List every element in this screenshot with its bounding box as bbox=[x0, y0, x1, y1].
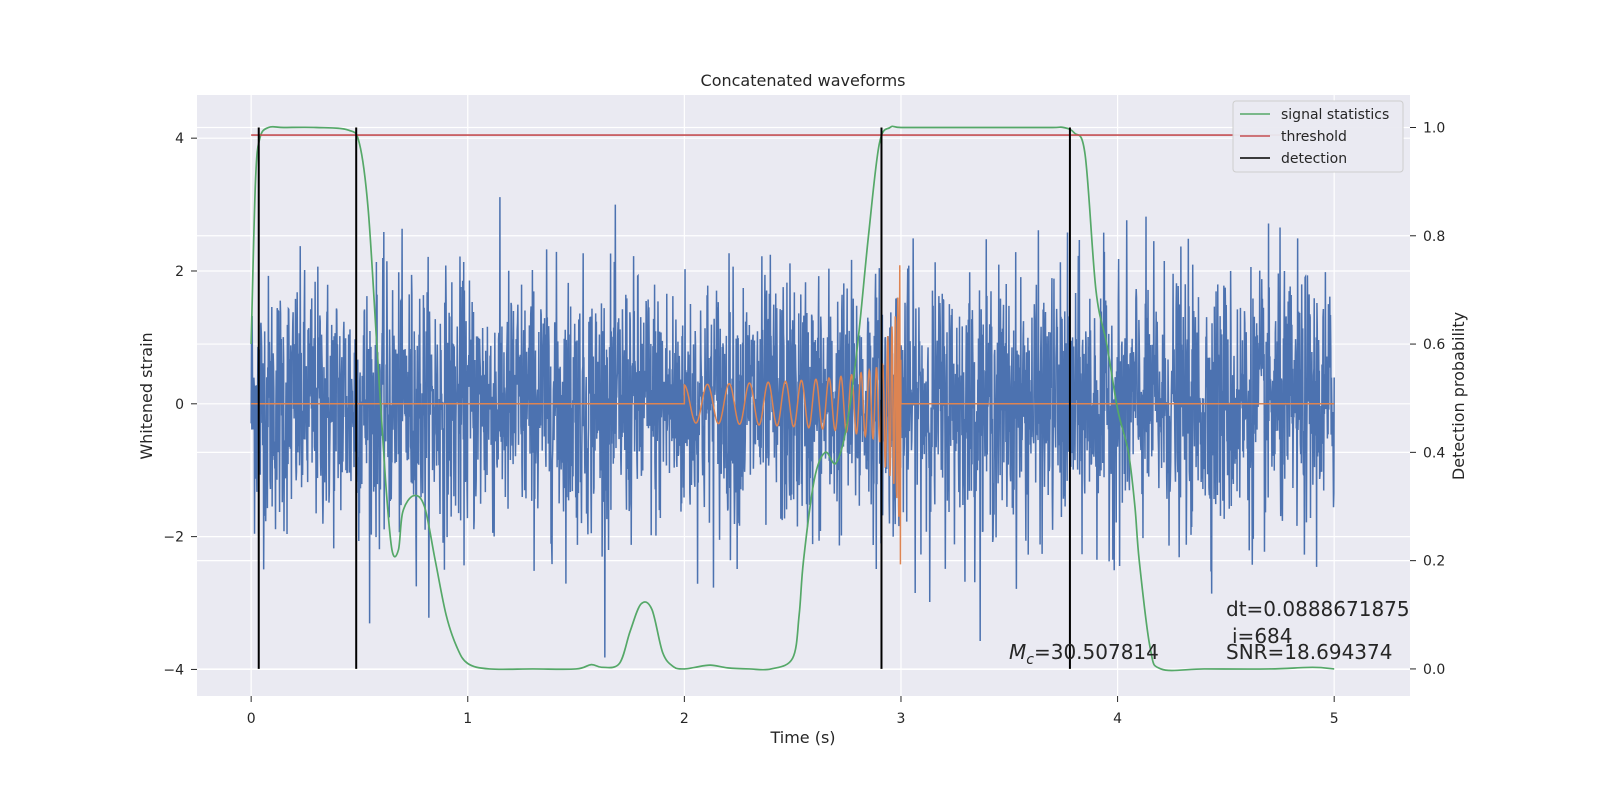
y-tick-label-right: 0.4 bbox=[1423, 445, 1445, 461]
x-tick-label: 0 bbox=[247, 711, 256, 727]
annotation-snr: SNR=18.694374 bbox=[1226, 640, 1392, 664]
x-tick-label: 4 bbox=[1113, 711, 1122, 727]
y-tick-label-right: 0.2 bbox=[1423, 554, 1445, 570]
x-tick-label: 2 bbox=[680, 711, 689, 727]
y-axis-label-right: Detection probability bbox=[1449, 312, 1468, 480]
chirp-mass-symbol: M bbox=[1009, 640, 1026, 664]
y-tick-label-left: 2 bbox=[175, 264, 184, 280]
legend: signal statistics threshold detection bbox=[1232, 100, 1404, 173]
y-tick-label-right: 0.8 bbox=[1423, 229, 1445, 245]
y-tick-label-left: −4 bbox=[163, 662, 184, 678]
x-tick-label: 3 bbox=[897, 711, 906, 727]
y-tick-label-left: 0 bbox=[175, 397, 184, 413]
x-tick-label: 5 bbox=[1330, 711, 1339, 727]
template-series bbox=[251, 265, 1335, 565]
x-axis-label: Time (s) bbox=[769, 728, 835, 747]
legend-label-threshold: threshold bbox=[1281, 129, 1347, 145]
chirp-mass-subscript: c bbox=[1026, 652, 1034, 668]
axes: 0 1 2 3 4 5 −4 −2 0 2 4 0.0 0.2 0.4 0.6 0.8 1.0 bbox=[163, 120, 1445, 727]
data-layer bbox=[250, 125, 1335, 672]
legend-label-detection: detection bbox=[1281, 151, 1347, 167]
legend-label-signal-statistics: signal statistics bbox=[1281, 107, 1389, 123]
chart-title: Concatenated waveforms bbox=[701, 71, 906, 90]
y-tick-label-right: 0.6 bbox=[1423, 337, 1445, 353]
legend-box bbox=[1232, 100, 1404, 173]
annotation-dt: dt=0.0888671875 bbox=[1226, 597, 1410, 621]
y-tick-label-left: −2 bbox=[163, 530, 184, 546]
annotation-index: i=684 bbox=[1232, 624, 1293, 648]
y-tick-label-right: 0.0 bbox=[1423, 662, 1445, 678]
chirp-mass-value: =30.507814 bbox=[1034, 640, 1159, 664]
y-tick-label-left: 4 bbox=[175, 131, 184, 147]
y-tick-label-right: 1.0 bbox=[1423, 120, 1445, 136]
y-axis-label-left: Whitened strain bbox=[137, 332, 156, 459]
x-tick-label: 1 bbox=[463, 711, 472, 727]
annotation-chirp-mass: Mc=30.507814 bbox=[1009, 640, 1159, 668]
signal-statistics-line bbox=[250, 125, 1335, 672]
strain-series bbox=[250, 197, 1335, 658]
